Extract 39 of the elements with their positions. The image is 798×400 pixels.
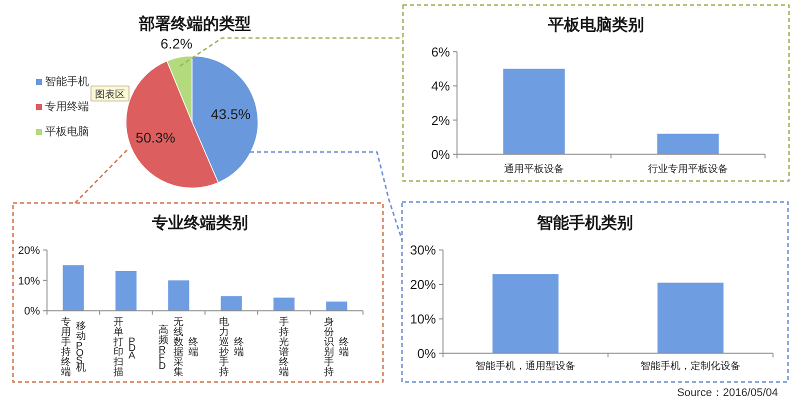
x-tick-label: 身份识别手持终端	[324, 316, 350, 378]
legend-label: 平板电脑	[45, 125, 89, 138]
y-tick-label: 20%	[18, 244, 40, 257]
y-tick-label: 4%	[431, 78, 450, 94]
y-tick-label: 30%	[410, 242, 436, 258]
bar	[168, 280, 190, 311]
y-tick-label: 0%	[431, 146, 450, 162]
legend-label: 专用终端	[45, 100, 89, 113]
x-tick-label: 通用平板设备	[504, 163, 564, 175]
x-tick-label: 高频RFID无线数据采集终端	[158, 316, 199, 378]
data-label: 43.5%	[210, 106, 251, 122]
legend-label: 智能手机	[45, 75, 89, 88]
bar	[273, 298, 295, 311]
y-tick-label: 10%	[410, 312, 436, 327]
x-tick-label: 电力巡抄手持终端	[218, 316, 244, 378]
bar	[115, 270, 137, 311]
y-tick-label: 2%	[431, 112, 450, 128]
x-tick-label: 行业专用平板设备	[648, 163, 728, 175]
x-tick-label: 专用手持终端移动POS机	[60, 316, 86, 378]
chart-title: 平板电脑类别	[547, 16, 644, 34]
x-tick-label: 手持光谱终端	[279, 316, 289, 378]
y-tick-label: 0%	[417, 346, 436, 361]
text: 图表区	[95, 88, 125, 100]
y-tick-label: 10%	[18, 275, 40, 288]
x-tick-label: 智能手机，通用型设备	[476, 360, 576, 372]
bar	[220, 296, 242, 311]
chart-title: 专业终端类别	[151, 214, 248, 232]
source-note: Source：2016/05/04	[677, 387, 778, 399]
y-tick-label: 20%	[410, 277, 436, 292]
data-label: 50.3%	[136, 129, 176, 146]
y-tick-label: 0%	[24, 306, 40, 318]
bar	[326, 302, 348, 311]
x-tick-label: 智能手机，定制化设备	[640, 360, 740, 372]
x-tick-label: 开单打印扫描PDA	[112, 316, 136, 378]
chart-title: 部署终端的类型	[138, 15, 251, 33]
data-label: 6.2%	[160, 36, 192, 52]
y-tick-label: 6%	[431, 44, 450, 60]
chart-title: 智能手机类别	[536, 214, 633, 232]
bar	[62, 265, 84, 311]
